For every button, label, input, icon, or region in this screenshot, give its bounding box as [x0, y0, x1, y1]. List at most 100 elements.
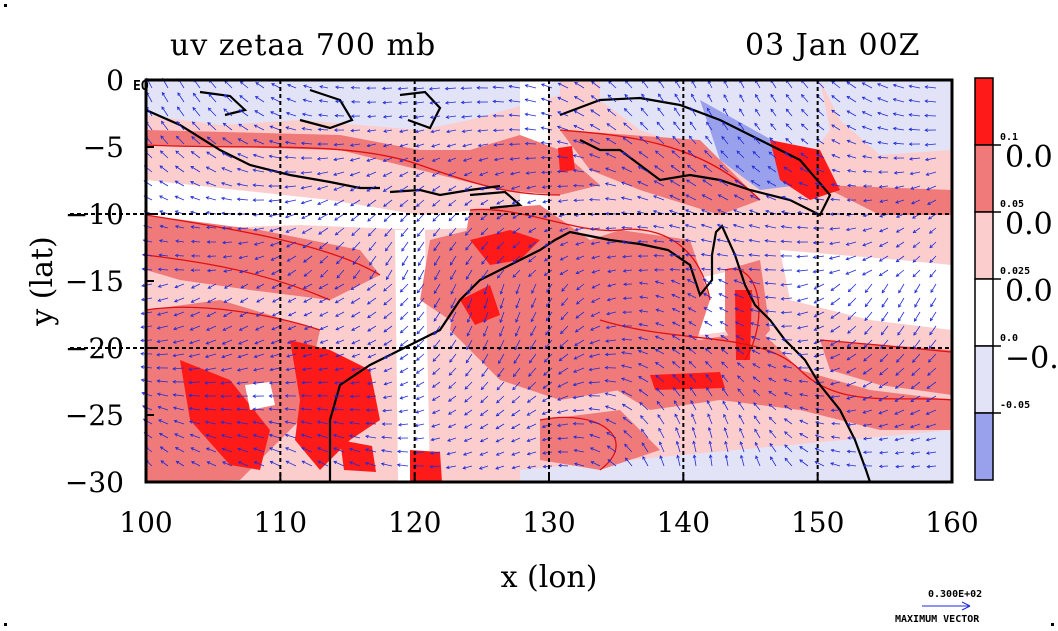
wind-vector — [831, 124, 841, 131]
wind-vector — [492, 128, 505, 133]
wind-vector — [512, 241, 521, 249]
wind-vector — [605, 339, 617, 343]
wind-vector — [881, 297, 889, 308]
wind-vector — [668, 209, 681, 215]
wind-vector — [334, 227, 345, 236]
wind-vector — [515, 297, 521, 309]
wind-vector — [846, 381, 857, 387]
wind-vector — [190, 150, 201, 159]
wind-vector — [350, 311, 361, 318]
wind-vector — [764, 224, 777, 229]
wind-vector — [399, 171, 409, 177]
wind-vector — [557, 184, 569, 189]
wind-vector — [831, 168, 841, 173]
wind-vector — [768, 390, 777, 397]
wind-vector — [382, 157, 393, 162]
contour-line — [146, 144, 561, 196]
wind-vector — [800, 123, 809, 131]
wind-vector — [495, 465, 505, 470]
wind-vector — [659, 441, 665, 453]
wind-vector — [769, 442, 777, 453]
wind-vector — [782, 181, 793, 187]
wind-vector — [606, 297, 617, 302]
wind-vector — [734, 321, 745, 327]
wind-vector — [498, 353, 505, 365]
wind-vector — [204, 367, 217, 372]
wind-vector — [334, 297, 345, 304]
wind-vector — [268, 169, 281, 173]
wind-vector — [287, 325, 297, 331]
contour-line — [819, 339, 952, 353]
wind-vector — [675, 427, 681, 439]
wind-vector — [399, 157, 409, 163]
wind-vector — [286, 97, 297, 103]
wind-vector — [447, 157, 457, 162]
wind-vector — [739, 94, 745, 103]
wind-vector — [252, 183, 265, 188]
wind-vector — [173, 419, 185, 425]
wind-vector — [189, 325, 201, 331]
wind-vector — [191, 136, 201, 145]
wind-vector — [177, 106, 185, 117]
wind-vector — [499, 283, 505, 295]
wind-vector — [604, 392, 617, 397]
wind-vector — [606, 445, 617, 453]
wind-vector — [300, 420, 313, 425]
wind-vector — [301, 367, 313, 371]
wind-vector — [736, 150, 745, 159]
wind-vector — [655, 135, 665, 145]
wind-vector — [749, 308, 761, 313]
wind-vector — [654, 150, 665, 159]
wind-vector — [253, 139, 265, 145]
wind-vector — [847, 183, 857, 188]
wind-vector — [783, 418, 793, 425]
wind-vector — [237, 447, 249, 453]
wind-vector — [705, 135, 713, 145]
wind-vector — [813, 283, 825, 290]
wind-vector — [589, 153, 601, 159]
wind-vector — [572, 381, 585, 387]
wind-vector — [768, 377, 777, 383]
wind-vector — [464, 185, 473, 191]
wind-vector — [637, 239, 649, 244]
wind-vector — [174, 225, 185, 229]
wind-vector — [432, 199, 441, 207]
wind-vector — [541, 409, 553, 415]
wind-vector — [642, 455, 649, 467]
wind-vector — [159, 224, 169, 229]
wind-vector — [349, 394, 361, 399]
wind-vector — [479, 423, 489, 429]
wind-vector — [236, 197, 249, 202]
wind-vector — [783, 392, 793, 397]
wind-vector — [573, 198, 585, 203]
colorbar-side-label: 0.0 — [1005, 274, 1053, 309]
wind-vector — [367, 367, 377, 372]
wind-vector — [172, 393, 185, 397]
wind-vector — [542, 381, 553, 389]
wind-vector — [737, 375, 745, 383]
wind-vector — [846, 81, 857, 89]
wind-vector — [765, 195, 777, 201]
wind-vector — [877, 83, 889, 89]
wind-vector — [398, 409, 409, 413]
wind-vector — [300, 141, 313, 146]
wind-vector — [894, 423, 905, 428]
wind-vector — [335, 311, 345, 317]
wind-vector — [721, 135, 729, 145]
wind-vector — [366, 86, 377, 90]
wind-vector — [783, 378, 793, 383]
wind-vector — [892, 141, 905, 146]
wind-vector — [766, 180, 777, 187]
wind-vector — [318, 353, 329, 358]
wind-vector — [813, 297, 825, 304]
y-tick-label: −15 — [65, 265, 124, 298]
wind-vector — [748, 224, 761, 229]
wind-vector — [271, 283, 281, 289]
wind-vector — [449, 227, 457, 237]
wind-vector — [464, 395, 473, 403]
wind-vector — [914, 297, 921, 308]
wind-vector — [637, 166, 649, 173]
wind-vector — [238, 109, 249, 117]
wind-vector — [560, 325, 569, 335]
wind-vector — [796, 225, 809, 230]
